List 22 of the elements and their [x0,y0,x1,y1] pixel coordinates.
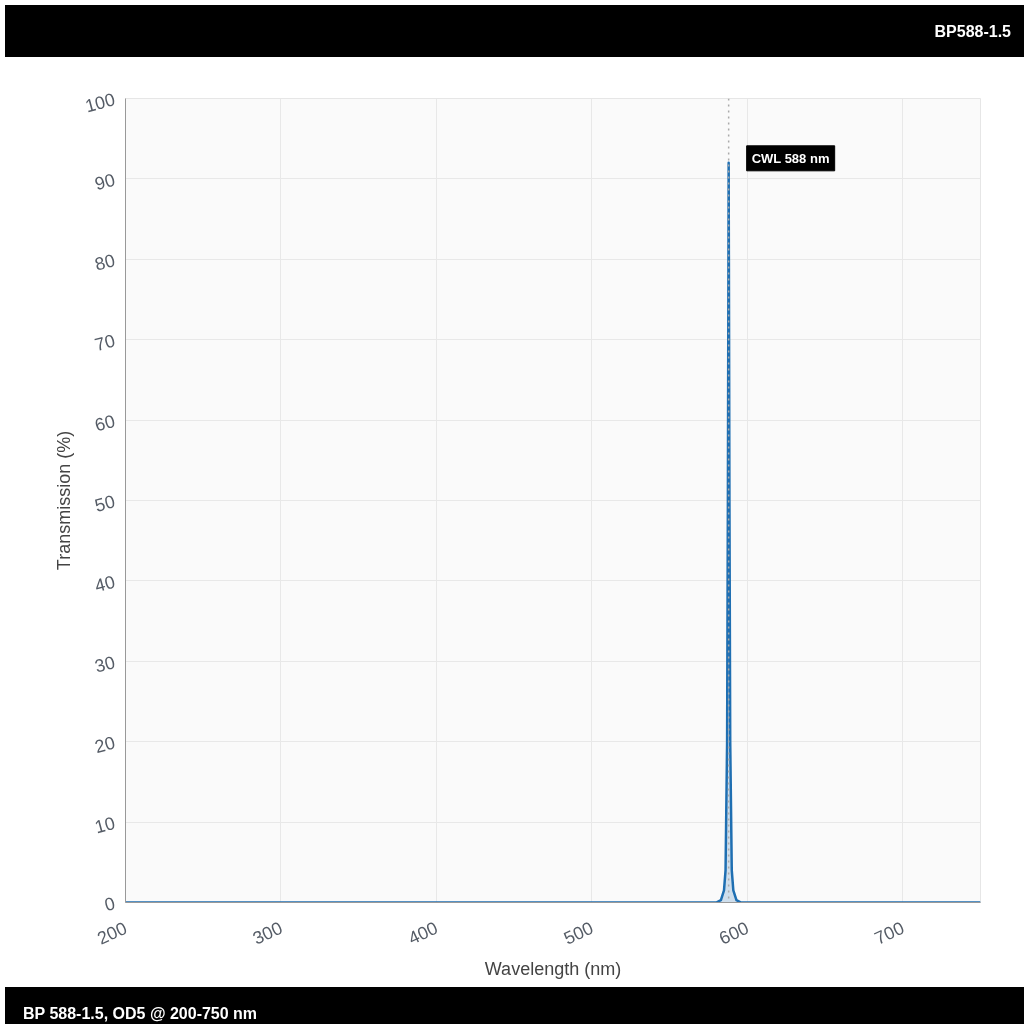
x-tick-label: 700 [871,917,908,949]
y-tick-label: 20 [92,732,118,758]
x-tick-label: 300 [249,917,286,949]
y-tick-label: 40 [92,571,118,597]
y-tick-label: 10 [92,812,118,838]
x-tick-label: 400 [405,917,441,949]
text: BP 588-1.5, OD5 @ 200-750 nm [23,1004,258,1024]
x-tick-label: 200 [94,917,130,949]
y-tick-label: 30 [92,652,118,677]
ref-line-label: CWL 588 nm [751,150,830,166]
y-tick-label: 80 [92,250,118,275]
chart-title: BP588-1.5 [934,22,1011,42]
y-tick-label: 90 [92,169,118,195]
y-tick-label: 0 [102,893,118,916]
x-axis-title: Wavelength (nm) [484,958,622,979]
y-axis-title: Transmission (%) [54,430,75,571]
y-tick-label: 70 [92,330,118,356]
y-tick-label: 100 [83,89,118,117]
y-tick-label: 50 [92,491,118,516]
x-tick-label: 600 [716,917,752,949]
x-tick-label: 500 [560,917,597,949]
y-tick-label: 60 [92,410,118,436]
